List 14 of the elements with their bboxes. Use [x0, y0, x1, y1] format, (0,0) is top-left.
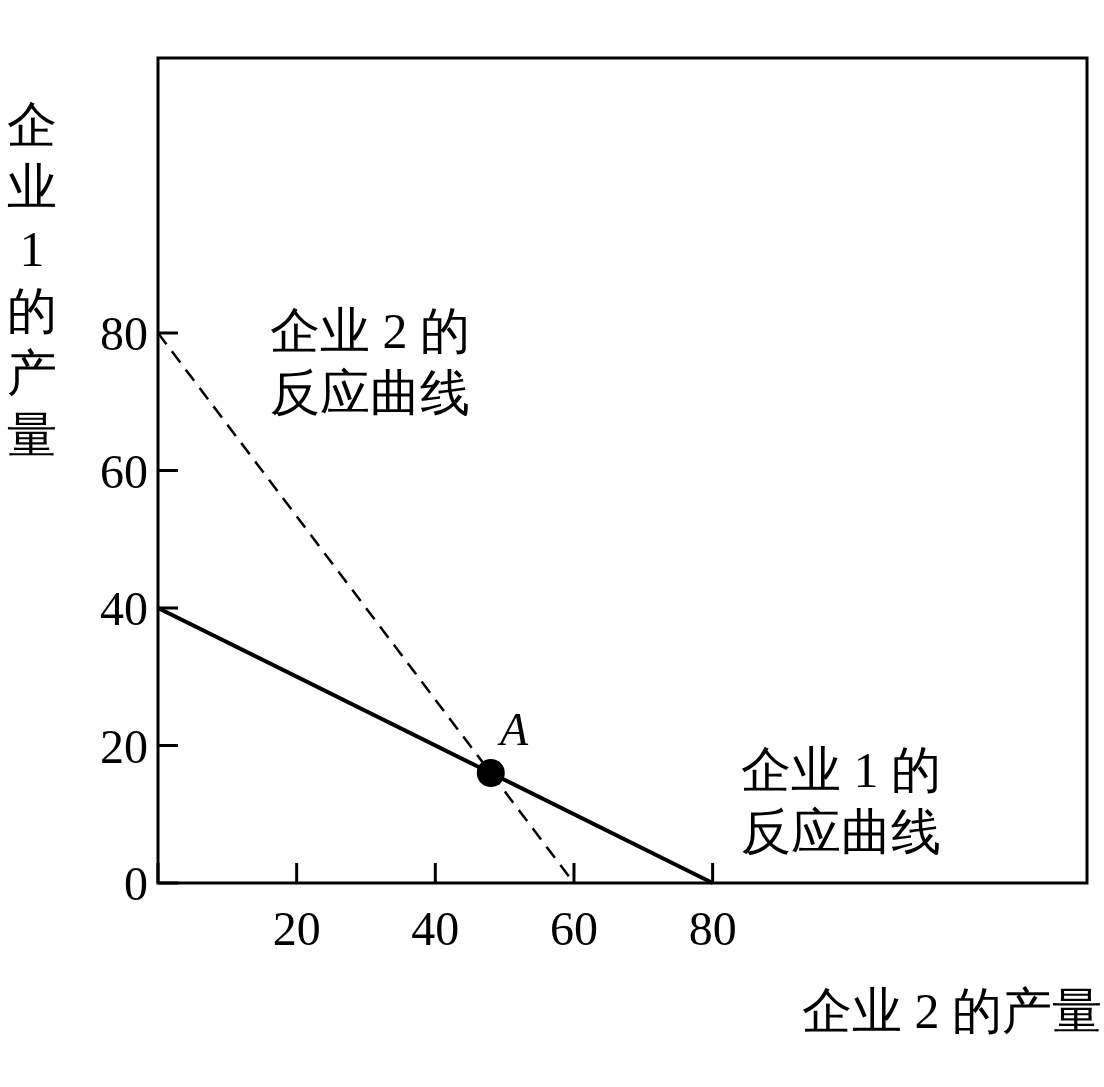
- y-tick-label: 0: [124, 857, 148, 910]
- annotation: 企业 2 的反应曲线: [270, 303, 470, 421]
- x-tick-label: 40: [411, 902, 460, 955]
- y-tick-label: 80: [100, 307, 148, 360]
- x-tick-label: 60: [549, 902, 598, 955]
- x-axis-title: 企业 2 的产量: [802, 983, 1102, 1039]
- annotation: 企业 1 的反应曲线: [741, 742, 941, 860]
- y-tick-label: 60: [100, 444, 148, 498]
- x-tick-label: 80: [688, 902, 737, 955]
- y-tick-label: 20: [100, 719, 148, 773]
- annotation: A: [497, 704, 529, 755]
- y-axis-title: 企业1的产量: [7, 97, 57, 463]
- x-tick-label: 20: [272, 902, 321, 955]
- y-tick-label: 40: [100, 582, 148, 635]
